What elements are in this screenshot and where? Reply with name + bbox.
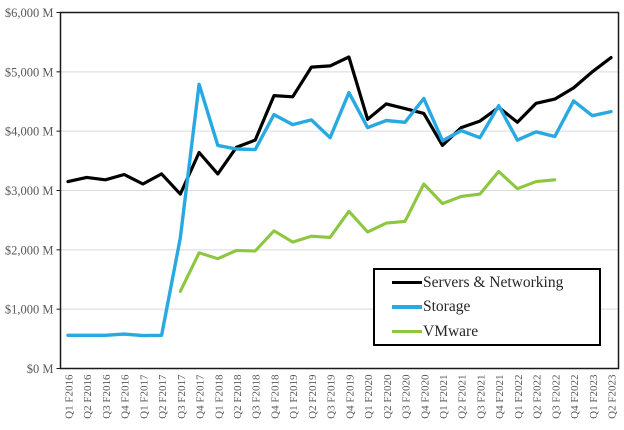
legend: Servers & Networking Storage VMware	[373, 268, 601, 346]
x-axis-tick-label: Q4 F2016	[120, 374, 132, 419]
x-axis-tick-label: Q4 F2022	[569, 375, 581, 419]
x-axis-tick-label: Q2 F2017	[157, 374, 169, 419]
legend-label-storage: Storage	[423, 298, 471, 315]
x-axis-tick-label: Q1 F2016	[64, 374, 76, 419]
x-axis-tick-label: Q4 F2020	[419, 374, 431, 419]
x-axis-tick-label: Q2 F2023	[607, 374, 619, 419]
series-line-servers-networking	[66, 55, 613, 196]
x-axis-tick-label: Q2 F2018	[232, 374, 244, 419]
x-axis-tick-label: Q4 F2018	[269, 374, 281, 419]
legend-line-swatch-servers	[392, 281, 422, 284]
y-axis-tick-label: $2,000 M	[5, 243, 54, 257]
x-axis-tick-label: Q2 F2020	[382, 374, 394, 419]
x-axis-tick-label: Q1 F2018	[213, 374, 225, 419]
x-axis-tick-label: Q3 F2018	[251, 374, 263, 419]
x-axis-tick-label: Q3 F2021	[475, 375, 487, 419]
x-axis-tick-label: Q1 F2020	[363, 374, 375, 419]
y-axis-tick-label: $5,000 M	[5, 65, 54, 79]
x-axis-tick-label: Q3 F2019	[326, 374, 338, 419]
x-axis-tick-label: Q2 F2016	[82, 374, 94, 419]
x-axis-tick-label: Q1 F2019	[288, 374, 300, 419]
legend-label-servers: Servers & Networking	[423, 273, 564, 291]
x-axis-tick-label: Q3 F2022	[550, 375, 562, 419]
x-axis-tick-label: Q3 F2020	[401, 374, 413, 419]
x-axis-tick-label: Q1 F2022	[513, 375, 525, 419]
x-axis-tick-label: Q3 F2017	[176, 374, 188, 419]
y-axis-tick-label: $3,000 M	[5, 184, 54, 198]
y-axis-tick-label: $6,000 M	[5, 6, 54, 20]
legend-line-swatch-storage	[392, 305, 422, 309]
x-axis-tick-label: Q3 F2016	[101, 374, 113, 419]
x-axis-tick-label: Q4 F2019	[344, 374, 356, 419]
plot-border	[59, 11, 620, 370]
y-axis-tick-label: $0 M	[27, 362, 54, 376]
x-axis-tick-label: Q1 F2021	[438, 375, 450, 419]
x-axis-tick-label: Q2 F2022	[532, 375, 544, 419]
legend-item-storage: Storage	[392, 295, 599, 319]
legend-item-vmware: VMware	[392, 320, 599, 344]
legend-label-vmware: VMware	[423, 322, 479, 340]
x-axis-tick-label: Q2 F2019	[307, 374, 319, 419]
y-axis-tick-label: $4,000 M	[5, 125, 54, 139]
x-axis-tick-label: Q1 F2017	[138, 374, 150, 419]
x-axis-tick-label: Q4 F2021	[494, 374, 506, 418]
x-axis-tick-label: Q4 F2017	[195, 374, 207, 419]
x-axis-tick-label: Q1 F2023	[588, 374, 600, 419]
y-axis-tick-label: $1,000 M	[5, 303, 54, 317]
x-axis-tick-label: Q2 F2021	[457, 375, 469, 419]
series-line-storage	[66, 82, 613, 338]
series-line-vmware	[178, 169, 557, 293]
legend-line-swatch-vmware	[392, 330, 422, 333]
legend-item-servers-networking: Servers & Networking	[392, 271, 599, 295]
